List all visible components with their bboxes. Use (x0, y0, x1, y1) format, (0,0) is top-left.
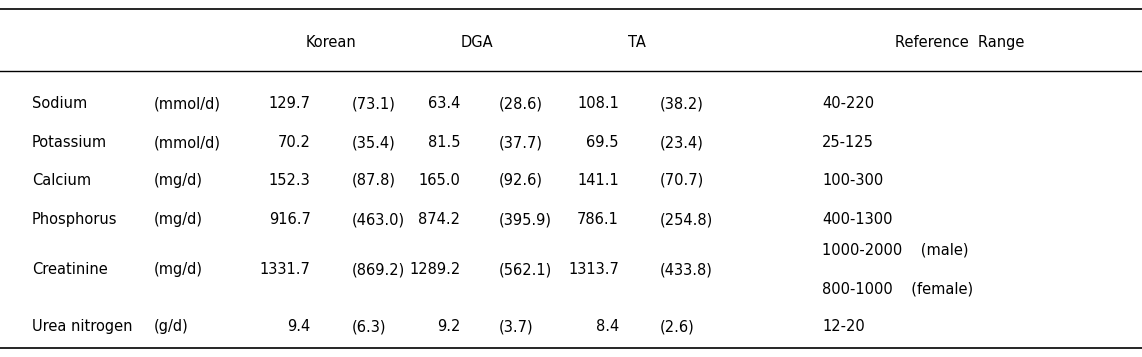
Text: 1289.2: 1289.2 (409, 262, 460, 277)
Text: (869.2): (869.2) (352, 262, 405, 277)
Text: (mg/d): (mg/d) (154, 173, 203, 188)
Text: (3.7): (3.7) (499, 319, 533, 334)
Text: 8.4: 8.4 (596, 319, 619, 334)
Text: 400-1300: 400-1300 (822, 212, 893, 227)
Text: (92.6): (92.6) (499, 173, 544, 188)
Text: (70.7): (70.7) (660, 173, 705, 188)
Text: (6.3): (6.3) (352, 319, 386, 334)
Text: Phosphorus: Phosphorus (32, 212, 118, 227)
Text: (23.4): (23.4) (660, 135, 703, 150)
Text: 141.1: 141.1 (577, 173, 619, 188)
Text: TA: TA (628, 35, 646, 50)
Text: 800-1000    (female): 800-1000 (female) (822, 282, 973, 297)
Text: Calcium: Calcium (32, 173, 91, 188)
Text: (38.2): (38.2) (660, 96, 703, 111)
Text: 25-125: 25-125 (822, 135, 874, 150)
Text: 40-220: 40-220 (822, 96, 875, 111)
Text: Creatinine: Creatinine (32, 262, 107, 277)
Text: (mg/d): (mg/d) (154, 262, 203, 277)
Text: Korean: Korean (306, 35, 356, 50)
Text: 69.5: 69.5 (587, 135, 619, 150)
Text: (mmol/d): (mmol/d) (154, 96, 222, 111)
Text: (87.8): (87.8) (352, 173, 396, 188)
Text: (g/d): (g/d) (154, 319, 188, 334)
Text: (73.1): (73.1) (352, 96, 395, 111)
Text: 152.3: 152.3 (268, 173, 311, 188)
Text: (433.8): (433.8) (660, 262, 713, 277)
Text: 100-300: 100-300 (822, 173, 884, 188)
Text: (mg/d): (mg/d) (154, 212, 203, 227)
Text: (254.8): (254.8) (660, 212, 714, 227)
Text: 874.2: 874.2 (418, 212, 460, 227)
Text: DGA: DGA (461, 35, 493, 50)
Text: 786.1: 786.1 (577, 212, 619, 227)
Text: Urea nitrogen: Urea nitrogen (32, 319, 132, 334)
Text: (37.7): (37.7) (499, 135, 544, 150)
Text: Sodium: Sodium (32, 96, 87, 111)
Text: 70.2: 70.2 (278, 135, 311, 150)
Text: (mmol/d): (mmol/d) (154, 135, 222, 150)
Text: 1000-2000    (male): 1000-2000 (male) (822, 242, 968, 257)
Text: Reference  Range: Reference Range (894, 35, 1024, 50)
Text: (562.1): (562.1) (499, 262, 553, 277)
Text: 916.7: 916.7 (268, 212, 311, 227)
Text: (35.4): (35.4) (352, 135, 395, 150)
Text: 165.0: 165.0 (418, 173, 460, 188)
Text: 1331.7: 1331.7 (259, 262, 311, 277)
Text: (463.0): (463.0) (352, 212, 405, 227)
Text: 9.2: 9.2 (437, 319, 460, 334)
Text: 9.4: 9.4 (288, 319, 311, 334)
Text: 129.7: 129.7 (268, 96, 311, 111)
Text: 63.4: 63.4 (428, 96, 460, 111)
Text: 12-20: 12-20 (822, 319, 864, 334)
Text: 108.1: 108.1 (577, 96, 619, 111)
Text: (395.9): (395.9) (499, 212, 552, 227)
Text: Potassium: Potassium (32, 135, 107, 150)
Text: (28.6): (28.6) (499, 96, 544, 111)
Text: (2.6): (2.6) (660, 319, 694, 334)
Text: 81.5: 81.5 (428, 135, 460, 150)
Text: 1313.7: 1313.7 (568, 262, 619, 277)
